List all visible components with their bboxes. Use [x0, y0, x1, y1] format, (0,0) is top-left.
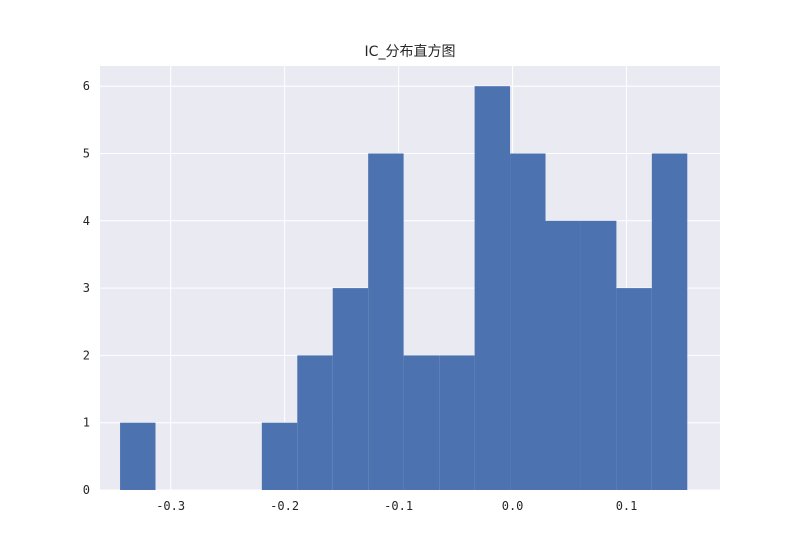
histogram-bar	[474, 86, 511, 490]
histogram-bar	[510, 153, 546, 490]
histogram-bar	[439, 355, 475, 490]
histogram-bar	[332, 288, 369, 490]
y-tick-label: 5	[83, 146, 90, 160]
y-tick-label: 4	[83, 214, 90, 228]
y-tick-label: 3	[83, 281, 90, 295]
x-tick-label: 0.1	[616, 499, 638, 513]
x-axis-ticks: -0.3 -0.2 -0.1 0.0 0.1	[156, 499, 637, 513]
histogram-bar	[368, 153, 404, 490]
chart-title: IC_分布直方图	[365, 43, 456, 60]
x-tick-label: -0.1	[384, 499, 413, 513]
histogram-bar	[120, 422, 156, 490]
y-tick-label: 6	[83, 79, 90, 93]
histogram-bar	[403, 355, 440, 490]
y-tick-label: 1	[83, 416, 90, 430]
histogram-bar	[261, 422, 298, 490]
histogram-bars	[120, 86, 688, 491]
y-tick-label: 0	[83, 483, 90, 497]
histogram-bar	[616, 288, 652, 490]
x-tick-label: -0.3	[156, 499, 185, 513]
y-tick-label: 2	[83, 348, 90, 362]
histogram-bar	[580, 220, 617, 491]
histogram-bar	[651, 153, 688, 490]
histogram-bar	[297, 355, 333, 490]
x-tick-label: -0.2	[270, 499, 299, 513]
x-tick-label: 0.0	[502, 499, 524, 513]
y-axis-ticks: 0 1 2 3 4 5 6	[83, 79, 90, 497]
histogram-bar	[545, 220, 581, 491]
